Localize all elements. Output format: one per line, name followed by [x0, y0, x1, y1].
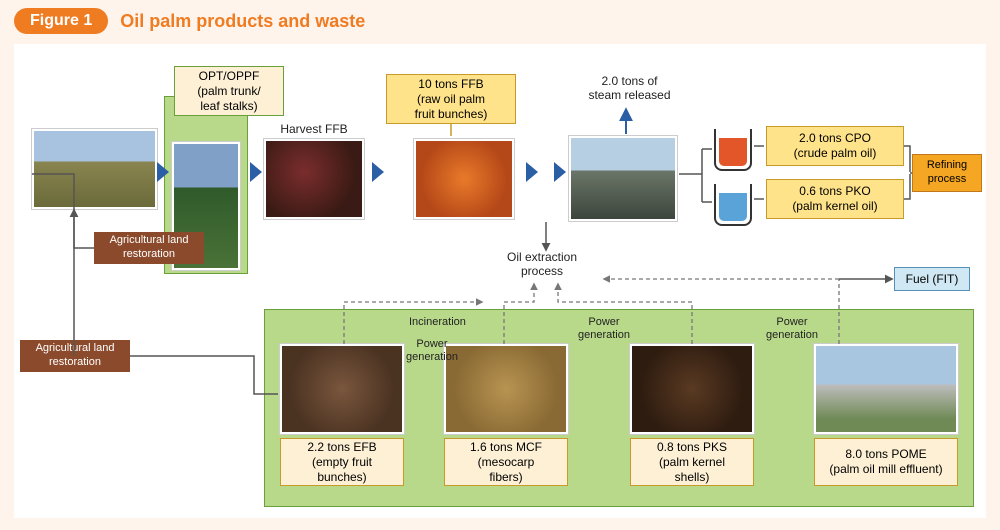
box-refine: Refining process: [912, 154, 982, 192]
image-plantation-field: [32, 129, 157, 209]
label-oil-extraction: Oil extraction process: [482, 250, 602, 279]
image-harvest-ffb: [264, 139, 364, 219]
heading: Figure 1 Oil palm products and waste: [0, 0, 1000, 42]
label-steam: 2.0 tons of steam released: [572, 74, 687, 103]
box-ag-restore-lower: Agricultural land restoration: [20, 340, 130, 372]
box-pks: 0.8 tons PKS (palm kernel shells): [630, 438, 754, 486]
box-fuel-fit: Fuel (FIT): [894, 267, 970, 291]
image-pome: [814, 344, 958, 434]
box-pome: 8.0 tons POME (palm oil mill effluent): [814, 438, 958, 486]
label-harvest-ffb: Harvest FFB: [264, 122, 364, 136]
figure-pill: Figure 1: [14, 8, 108, 34]
label-incineration: Incineration: [409, 316, 466, 329]
label-power-gen-1: Power generation: [402, 338, 462, 364]
figure-title: Oil palm products and waste: [120, 11, 365, 32]
arrow-icon: [554, 162, 566, 182]
label-power-gen-2: Power generation: [574, 316, 634, 342]
icon-beaker-cpo: [714, 129, 752, 171]
label-power-gen-3: Power generation: [762, 316, 822, 342]
box-cpo: 2.0 tons CPO (crude palm oil): [766, 126, 904, 166]
image-pks: [630, 344, 754, 434]
box-efb: 2.2 tons EFB (empty fruit bunches): [280, 438, 404, 486]
image-mcf: [444, 344, 568, 434]
arrow-icon: [157, 162, 169, 182]
arrow-icon: [526, 162, 538, 182]
image-oil-mill: [569, 136, 677, 221]
icon-beaker-pko: [714, 184, 752, 226]
box-opt-oppf: OPT/OPPF (palm trunk/ leaf stalks): [174, 66, 284, 116]
image-palm-fruit: [414, 139, 514, 219]
box-pko: 0.6 tons PKO (palm kernel oil): [766, 179, 904, 219]
arrow-icon: [250, 162, 262, 182]
image-efb: [280, 344, 404, 434]
arrow-icon: [372, 162, 384, 182]
diagram-panel: OPT/OPPF (palm trunk/ leaf stalks) Harve…: [14, 44, 986, 518]
box-10t-ffb: 10 tons FFB (raw oil palm fruit bunches): [386, 74, 516, 124]
box-mcf: 1.6 tons MCF (mesocarp fibers): [444, 438, 568, 486]
box-ag-restore-upper: Agricultural land restoration: [94, 232, 204, 264]
